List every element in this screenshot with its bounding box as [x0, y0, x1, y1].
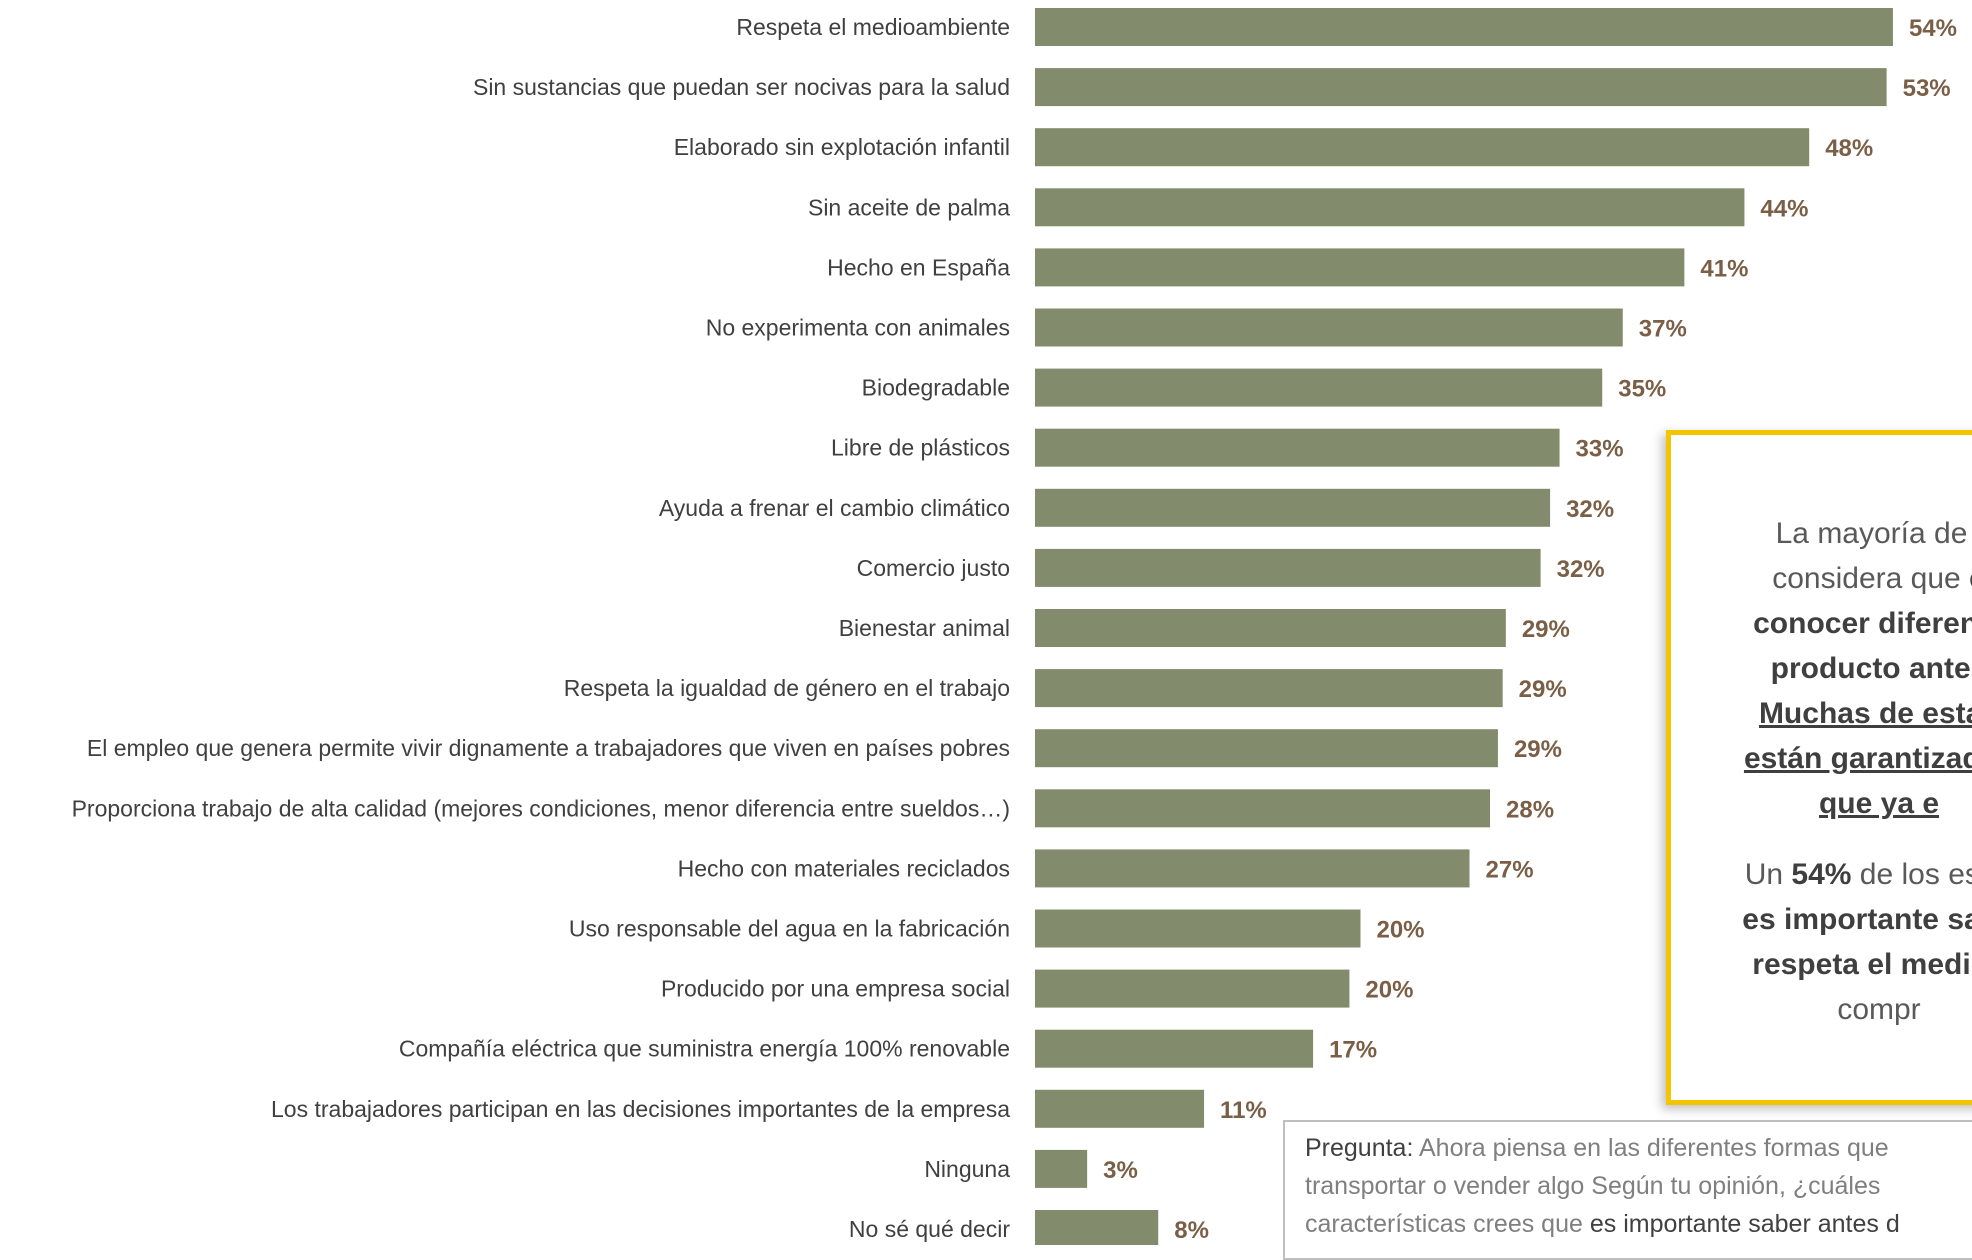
bar	[1035, 428, 1560, 467]
category-label: Bienestar animal	[839, 615, 1010, 641]
insight-box: La mayoría de l considera que e conocer …	[1666, 430, 1972, 1105]
bar	[1035, 729, 1498, 768]
category-label: Comercio justo	[857, 555, 1010, 581]
bar	[1035, 609, 1506, 647]
bar	[1035, 368, 1603, 407]
category-label: Producido por una empresa social	[661, 976, 1010, 1002]
value-label: 20%	[1365, 977, 1413, 1004]
category-label: Sin aceite de palma	[808, 194, 1010, 220]
bar	[1035, 488, 1551, 527]
value-label: 29%	[1519, 676, 1567, 703]
bar	[1035, 308, 1623, 347]
value-label: 29%	[1522, 616, 1570, 643]
question-line-2: transportar o vender algo Según tu opini…	[1305, 1172, 1881, 1200]
bar	[1035, 188, 1745, 227]
category-label: Sin sustancias que puedan ser nocivas pa…	[473, 74, 1010, 100]
category-label: Compañía eléctrica que suministra energí…	[399, 1036, 1010, 1062]
category-label: Ayuda a frenar el cambio climático	[659, 495, 1010, 521]
question-box: Pregunta: Ahora piensa en las diferentes…	[1283, 1120, 1972, 1260]
insight-line-10: respeta el medioa	[1752, 948, 1972, 981]
category-label: Hecho en España	[827, 254, 1010, 280]
category-label: El empleo que genera permite vivir digna…	[87, 735, 1010, 761]
value-label: 20%	[1376, 917, 1424, 944]
value-label: 32%	[1557, 556, 1605, 583]
value-label: 48%	[1825, 135, 1873, 162]
value-label: 28%	[1506, 796, 1554, 823]
bar	[1035, 548, 1541, 587]
question-line-3: características crees que es importante …	[1305, 1210, 1900, 1238]
insight-line-7: que ya e	[1818, 787, 1940, 820]
bar	[1035, 248, 1685, 287]
value-label: 35%	[1618, 376, 1666, 403]
bar	[1035, 969, 1350, 1008]
value-label: 41%	[1700, 255, 1748, 282]
insight-line-4: producto antes	[1770, 652, 1972, 685]
insight-text: La mayoría de l considera que e conocer …	[1689, 511, 1972, 1032]
category-label: No sé qué decir	[849, 1216, 1010, 1242]
category-label: Uso responsable del agua en la fabricaci…	[569, 916, 1010, 942]
value-label: 54%	[1909, 15, 1957, 42]
value-label: 27%	[1486, 856, 1534, 883]
category-label: Ninguna	[924, 1156, 1010, 1182]
category-label: Respeta la igualdad de género en el trab…	[564, 675, 1010, 701]
insight-line-1: La mayoría de l	[1775, 517, 1972, 550]
insight-line-2: considera que e	[1772, 562, 1972, 595]
insight-line-3: conocer diferente	[1753, 607, 1972, 640]
value-label: 53%	[1903, 75, 1951, 102]
value-label: 33%	[1576, 436, 1624, 463]
bar	[1035, 1149, 1088, 1188]
bar	[1035, 1029, 1314, 1068]
insight-line-11: compr	[1837, 993, 1921, 1026]
value-label: 44%	[1760, 195, 1808, 222]
category-label: Respeta el medioambiente	[736, 14, 1010, 40]
value-label: 11%	[1220, 1097, 1267, 1124]
category-label: Proporciona trabajo de alta calidad (mej…	[72, 795, 1010, 821]
insight-line-9: es importante sabe	[1742, 903, 1972, 936]
bar	[1035, 849, 1470, 888]
bar	[1035, 1089, 1205, 1128]
category-label: Biodegradable	[862, 375, 1010, 401]
value-label: 17%	[1329, 1037, 1377, 1064]
value-label: 3%	[1103, 1157, 1138, 1184]
bar	[1035, 669, 1503, 708]
question-line-1: Pregunta: Ahora piensa en las diferentes…	[1305, 1134, 1889, 1162]
category-label: Los trabajadores participan en las decis…	[271, 1096, 1010, 1122]
insight-line-5: Muchas de estas	[1758, 697, 1972, 730]
bar	[1035, 8, 1893, 46]
value-label: 37%	[1639, 316, 1687, 343]
bar	[1035, 1210, 1159, 1245]
bar	[1035, 68, 1887, 107]
bar	[1035, 909, 1361, 948]
value-label: 29%	[1514, 736, 1562, 763]
insight-line-6: están garantizadas	[1743, 742, 1972, 775]
value-label: 8%	[1174, 1217, 1209, 1244]
category-label: Libre de plásticos	[831, 435, 1010, 461]
question-lead: Pregunta:	[1305, 1134, 1414, 1162]
category-label: No experimenta con animales	[706, 315, 1010, 341]
value-label: 32%	[1566, 496, 1614, 523]
bar	[1035, 789, 1491, 828]
category-label: Elaborado sin explotación infantil	[674, 134, 1010, 160]
category-label: Hecho con materiales reciclados	[678, 855, 1010, 881]
bar	[1035, 128, 1810, 167]
